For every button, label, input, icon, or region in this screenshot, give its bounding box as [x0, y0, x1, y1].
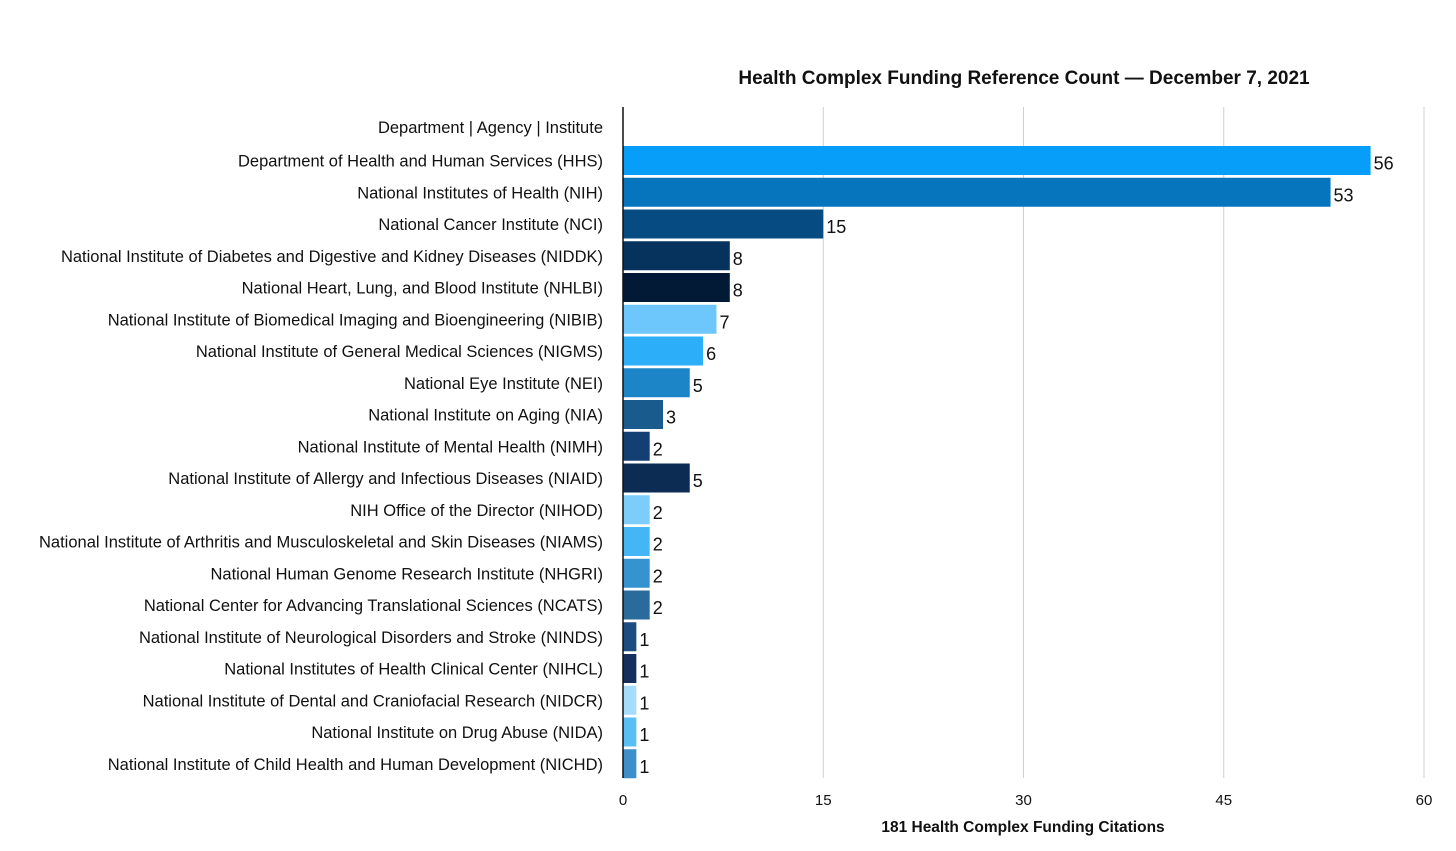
category-label: National Institute of General Medical Sc…	[196, 343, 603, 361]
category-label: National Institute on Drug Abuse (NIDA)	[311, 724, 603, 742]
data-label: 56	[1374, 154, 1394, 174]
data-label: 1	[639, 757, 649, 777]
bar	[623, 622, 637, 652]
data-label: 2	[653, 503, 663, 523]
data-label: 15	[826, 217, 846, 237]
data-label: 5	[693, 471, 703, 491]
category-label: National Heart, Lung, and Blood Institut…	[242, 280, 603, 298]
x-axis-ticks: 0 15 30 45 60	[619, 792, 1433, 809]
bar	[623, 209, 824, 239]
data-label: 2	[653, 439, 663, 459]
bar	[623, 273, 730, 302]
category-label: National Institute of Diabetes and Diges…	[61, 248, 603, 266]
data-label: 8	[733, 249, 743, 269]
category-label: National Center for Advancing Translatio…	[144, 597, 603, 615]
chart-title: Health Complex Funding Reference Count —…	[738, 68, 1310, 89]
data-label: 1	[639, 662, 649, 682]
category-label: NIH Office of the Director (NIHOD)	[350, 502, 603, 520]
category-label: Department of Health and Human Services …	[238, 153, 603, 171]
x-tick-label: 30	[1015, 792, 1032, 809]
bar	[623, 495, 650, 525]
data-label: 6	[706, 344, 716, 364]
category-label: National Human Genome Research Institute…	[211, 565, 604, 583]
x-tick-label: 0	[619, 792, 627, 809]
bar	[623, 400, 664, 429]
data-label: 1	[639, 630, 649, 650]
x-tick-label: 60	[1416, 792, 1433, 809]
bar	[623, 241, 730, 271]
x-tick-label: 15	[815, 792, 832, 809]
data-label: 3	[666, 408, 676, 428]
bar	[623, 527, 650, 556]
category-label: National Institute of Allergy and Infect…	[168, 470, 603, 488]
category-label: National Institute on Aging (NIA)	[368, 407, 603, 425]
bar	[623, 368, 690, 398]
category-labels: Department of Health and Human Services …	[39, 153, 603, 774]
data-label: 2	[653, 598, 663, 618]
grid-lines	[822, 107, 1425, 778]
category-label: National Institute of Mental Health (NIM…	[298, 438, 603, 456]
bar	[623, 431, 650, 461]
category-label: National Institute of Biomedical Imaging…	[108, 311, 603, 329]
bar	[623, 654, 637, 683]
x-axis-title: 181 Health Complex Funding Citations	[881, 819, 1164, 836]
category-label: National Institute of Dental and Craniof…	[143, 692, 603, 710]
data-label: 5	[693, 376, 703, 396]
bar	[623, 685, 637, 715]
bar	[623, 558, 650, 588]
category-label: National Institutes of Health (NIH)	[357, 184, 603, 202]
bar	[623, 717, 637, 747]
category-label: National Institute of Neurological Disor…	[139, 629, 603, 647]
bar	[623, 146, 1371, 175]
data-label: 8	[733, 281, 743, 301]
data-label: 2	[653, 566, 663, 586]
category-label: National Eye Institute (NEI)	[404, 375, 603, 393]
bar	[623, 304, 717, 334]
category-label: National Institutes of Health Clinical C…	[224, 661, 603, 679]
category-header: Department | Agency | Institute	[378, 119, 603, 137]
data-label: 1	[639, 725, 649, 745]
x-tick-label: 45	[1215, 792, 1232, 809]
data-label: 53	[1334, 185, 1354, 205]
category-label: National Institute of Child Health and H…	[108, 756, 603, 774]
bar	[623, 590, 650, 620]
data-label: 1	[639, 693, 649, 713]
bar	[623, 463, 690, 493]
data-label: 7	[719, 312, 729, 332]
bar	[623, 177, 1331, 207]
category-label: National Cancer Institute (NCI)	[378, 216, 603, 234]
data-label: 2	[653, 535, 663, 555]
bar	[623, 749, 637, 779]
category-label: National Institute of Arthritis and Musc…	[39, 534, 603, 552]
bar	[623, 336, 704, 366]
bars	[623, 146, 1371, 779]
